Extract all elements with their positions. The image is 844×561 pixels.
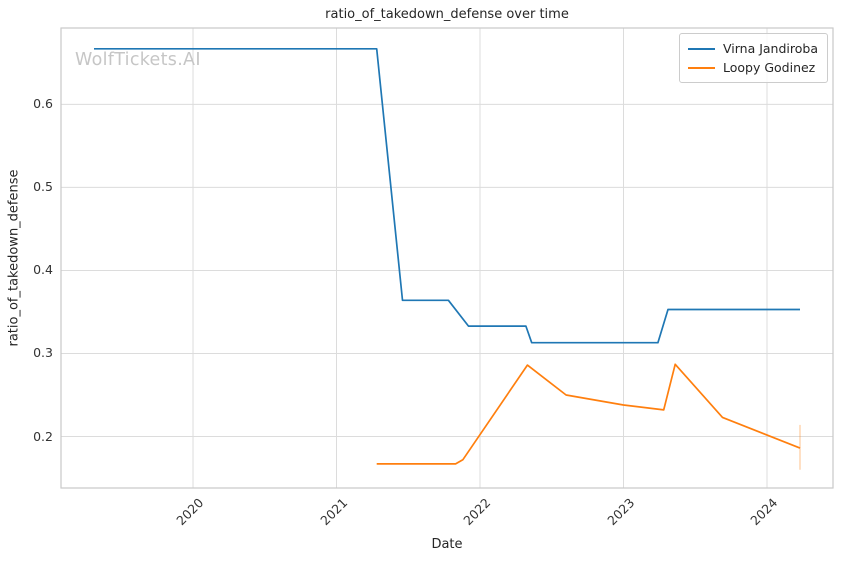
x-axis-label: Date <box>431 537 463 552</box>
legend-item-virna-jandiroba: Virna Jandiroba <box>687 39 818 58</box>
legend-label-loopy-godinez: Loopy Godinez <box>722 60 816 75</box>
legend-line-swatch-virna-jandiroba <box>687 47 715 50</box>
watermark: WolfTickets.AI <box>75 50 201 70</box>
y-tick-label-0.6: 0.6 <box>33 96 53 112</box>
legend-item-loopy-godinez: Loopy Godinez <box>687 58 818 77</box>
series-line-virna-jandiroba <box>94 47 800 344</box>
y-tick-label-0.3: 0.3 <box>33 345 53 361</box>
chart-title: ratio_of_takedown_defense over time <box>325 7 569 22</box>
y-tick-label-0.4: 0.4 <box>33 262 53 278</box>
legend-line-swatch-loopy-godinez <box>687 66 715 69</box>
plot-border <box>60 27 834 489</box>
y-tick-label-0.5: 0.5 <box>33 179 53 195</box>
y-tick-label-0.2: 0.2 <box>33 428 53 444</box>
series-line-loopy-godinez <box>376 363 801 465</box>
legend-label-virna-jandiroba: Virna Jandiroba <box>722 41 818 56</box>
legend: Virna Jandiroba Loopy Godinez <box>678 33 828 83</box>
